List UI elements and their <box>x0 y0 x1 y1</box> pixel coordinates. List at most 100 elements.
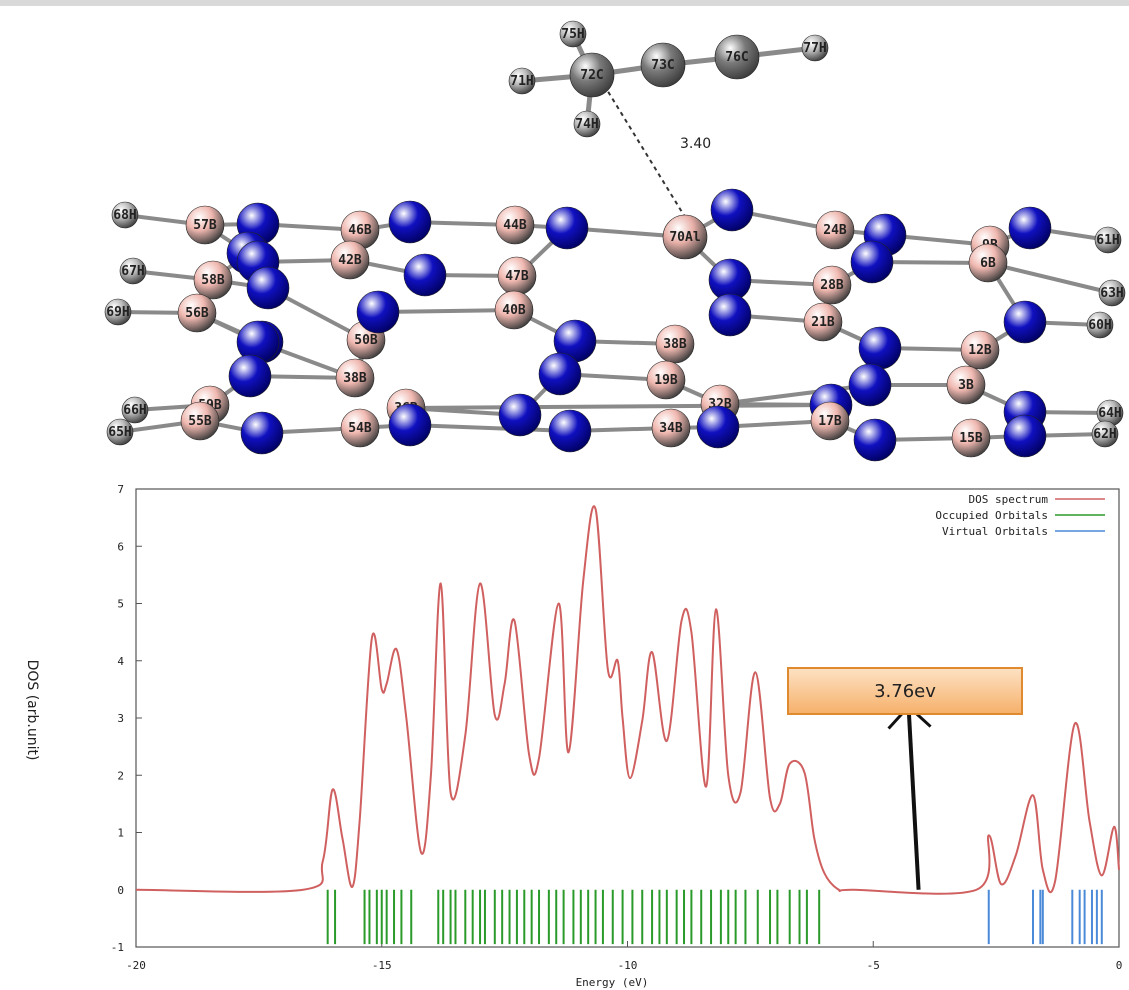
atom-b-s30: 40B <box>494 290 534 330</box>
atom-sphere <box>495 205 535 245</box>
y-tick-label: 2 <box>117 769 124 782</box>
atom-h-a5: 71H <box>508 67 536 95</box>
atom-sphere <box>403 253 447 297</box>
atom-label: 70Al <box>669 230 700 245</box>
atom-b-s22: 47B <box>497 256 537 296</box>
atom-sphere <box>388 200 432 244</box>
atom-n-s45 <box>538 352 582 396</box>
atom-label: 54B <box>348 421 372 436</box>
atom-sphere <box>1091 420 1119 448</box>
atom-label: 34B <box>659 421 683 436</box>
atom-n-s67 <box>1003 414 1047 458</box>
atom-b-s18: 6B <box>968 243 1008 283</box>
atom-n-s13 <box>1008 206 1052 250</box>
y-tick-label: 3 <box>117 712 124 725</box>
atom-b-s59: 54B <box>340 408 380 448</box>
atom-n-s9 <box>710 188 754 232</box>
atom-h-a0: 75H <box>559 20 587 48</box>
atom-sphere <box>858 326 902 370</box>
band-gap-value: 3.76ev <box>874 681 936 702</box>
atom-label: 66H <box>123 403 146 418</box>
y-axis-label: DOS (arb.unit) <box>24 660 40 761</box>
atom-h-a4: 77H <box>801 34 829 62</box>
atom-h-s68: 62H <box>1091 420 1119 448</box>
y-tick-label: 0 <box>117 884 124 897</box>
atom-sphere <box>951 418 991 458</box>
atom-b-s24: 28B <box>812 265 852 305</box>
atom-label: 76C <box>725 50 748 65</box>
atom-label: 73C <box>651 58 674 73</box>
x-tick-label: -5 <box>867 959 880 972</box>
atom-sphere <box>1086 311 1114 339</box>
atom-n-s41 <box>356 290 400 334</box>
atom-sphere <box>104 298 132 326</box>
bond <box>376 308 516 314</box>
atom-label: 71H <box>510 74 533 89</box>
x-axis-label: Energy (eV) <box>576 976 649 989</box>
atom-sphere <box>180 401 220 441</box>
molecule-atoms: 68H57B46B44B70Al24B9B61H42B6B67H58B47B28… <box>104 20 1126 462</box>
atom-sphere <box>119 257 147 285</box>
atom-n-s58 <box>240 411 284 455</box>
band-gap-arrow-shaft <box>906 706 921 890</box>
atom-sphere <box>848 363 892 407</box>
atom-label: 24B <box>823 223 847 238</box>
atom-sphere <box>573 110 601 138</box>
atom-sphere <box>228 354 272 398</box>
atom-sphere <box>106 418 134 446</box>
atom-sphere <box>1098 279 1126 307</box>
atom-al-s8: 70Al <box>662 214 708 260</box>
atom-h-s14: 61H <box>1094 226 1122 254</box>
atom-sphere <box>559 20 587 48</box>
atom-label: 28B <box>820 278 844 293</box>
atom-sphere <box>356 290 400 334</box>
adsorption-distance-line <box>603 84 686 218</box>
atom-label: 21B <box>811 315 835 330</box>
legend-label: DOS spectrum <box>969 493 1049 506</box>
band-gap-callout-box <box>787 667 1023 715</box>
atom-h-s27: 69H <box>104 298 132 326</box>
atom-n-s33 <box>1003 300 1047 344</box>
atom-sphere <box>246 266 290 310</box>
atom-sphere <box>121 396 149 424</box>
atom-n-s49 <box>498 393 542 437</box>
atom-label: 44B <box>503 218 527 233</box>
atom-sphere <box>335 358 375 398</box>
atom-sphere <box>340 408 380 448</box>
atom-n-s39 <box>858 326 902 370</box>
atom-sphere <box>185 205 225 245</box>
atom-label: 64H <box>1098 406 1121 421</box>
atom-label: 67H <box>121 264 144 279</box>
legend-label: Occupied Orbitals <box>935 509 1048 522</box>
atom-sphere <box>545 206 589 250</box>
atom-label: 15B <box>959 431 983 446</box>
atom-n-s7 <box>545 206 589 250</box>
y-tick-label: 6 <box>117 540 124 553</box>
atom-label: 56B <box>185 306 209 321</box>
atom-b-s32: 21B <box>803 302 843 342</box>
atom-label: 65H <box>108 425 131 440</box>
atom-n-s60 <box>388 403 432 447</box>
atom-n-s21 <box>246 266 290 310</box>
atom-sphere <box>388 403 432 447</box>
atom-sphere <box>810 401 850 441</box>
atom-b-s46: 3B <box>946 365 986 405</box>
atom-sphere <box>640 42 686 88</box>
atom-c-a2: 73C <box>640 42 686 88</box>
atom-label: 60H <box>1088 318 1111 333</box>
atom-sphere <box>1003 414 1047 458</box>
atom-label: 62H <box>1093 427 1116 442</box>
atom-b-s28: 56B <box>177 293 217 333</box>
atom-sphere <box>960 330 1000 370</box>
atom-b-s16: 42B <box>330 240 370 280</box>
atom-label: 57B <box>193 218 217 233</box>
atom-label: 77H <box>803 41 826 56</box>
legend: DOS spectrum Occupied Orbitals Virtual Orb… <box>935 493 1105 538</box>
atom-h-s0: 68H <box>111 201 139 229</box>
atom-h-s19: 67H <box>119 257 147 285</box>
atom-sphere <box>968 243 1008 283</box>
atom-label: 38B <box>663 337 687 352</box>
atom-sphere <box>111 201 139 229</box>
atom-label: 40B <box>502 303 526 318</box>
